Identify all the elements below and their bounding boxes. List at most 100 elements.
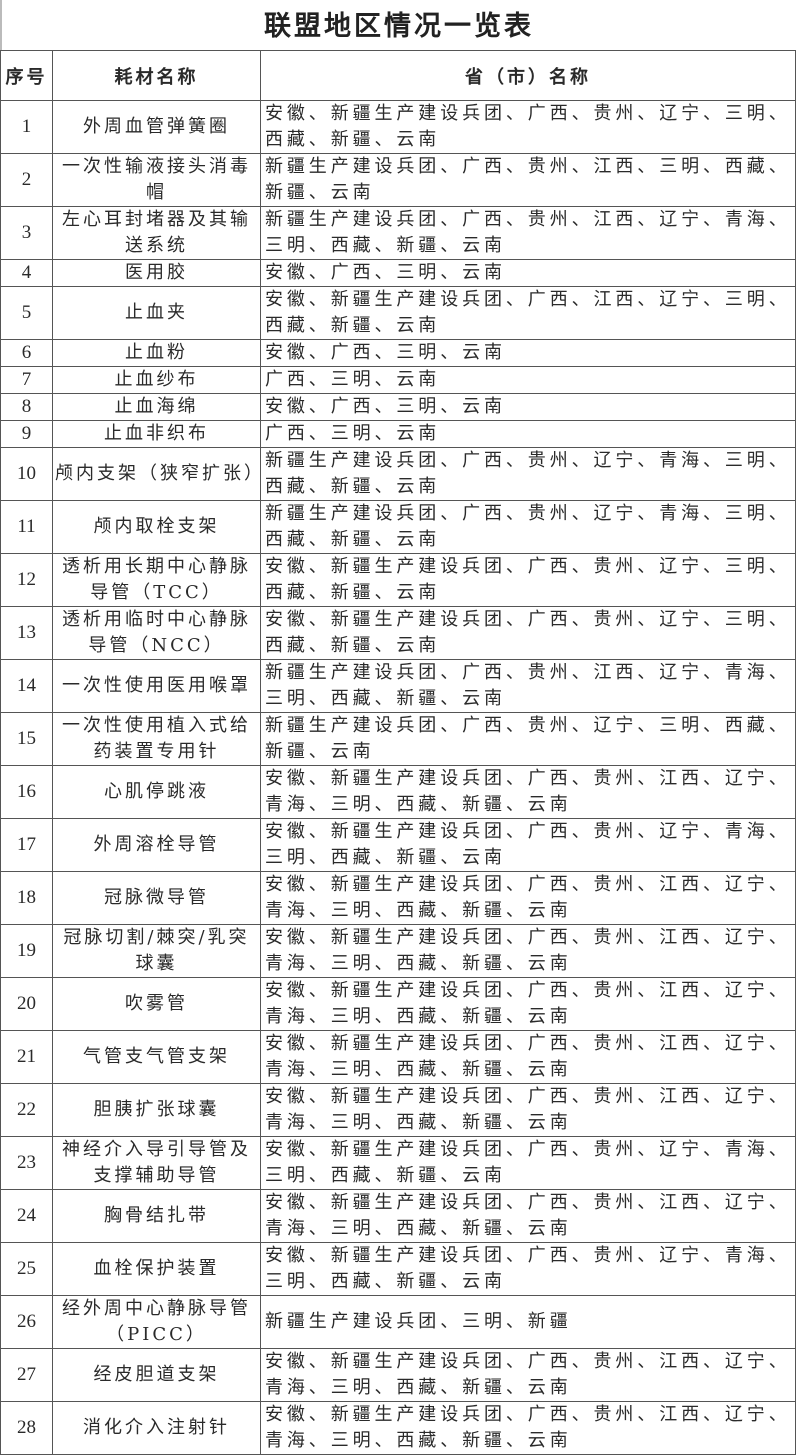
cell-name: 经皮胆道支架 bbox=[52, 1348, 261, 1402]
cell-no: 6 bbox=[0, 339, 53, 367]
table-row: 4 医用胶 安徽、广西、三明、云南 bbox=[0, 259, 796, 287]
table-row: 19 冠脉切割/棘突/乳突球囊 安徽、新疆生产建设兵团、广西、贵州、江西、辽宁、青海… bbox=[0, 924, 796, 978]
table-row: 25 血栓保护装置 安徽、新疆生产建设兵团、广西、贵州、辽宁、青海、三明、西藏、新疆… bbox=[0, 1242, 796, 1296]
cell-provinces: 新疆生产建设兵团、广西、贵州、江西、辽宁、青海、三明、西藏、新疆、云南 bbox=[260, 206, 796, 260]
cell-no: 3 bbox=[0, 206, 53, 260]
cell-provinces: 安徽、广西、三明、云南 bbox=[260, 393, 796, 421]
cell-name: 一次性使用植入式给药装置专用针 bbox=[52, 712, 261, 766]
cell-provinces: 安徽、广西、三明、云南 bbox=[260, 339, 796, 367]
cell-provinces: 安徽、新疆生产建设兵团、广西、贵州、辽宁、青海、三明、西藏、新疆、云南 bbox=[260, 1242, 796, 1296]
cell-provinces: 新疆生产建设兵团、广西、贵州、辽宁、三明、西藏、新疆、云南 bbox=[260, 712, 796, 766]
table-row: 17 外周溶栓导管 安徽、新疆生产建设兵团、广西、贵州、辽宁、青海、三明、西藏、新疆… bbox=[0, 818, 796, 872]
cell-name: 气管支气管支架 bbox=[52, 1030, 261, 1084]
alliance-table: 序号 耗材名称 省（市）名称 1 外周血管弹簧圈 安徽、新疆生产建设兵团、广西、贵州… bbox=[0, 50, 796, 1455]
cell-no: 18 bbox=[0, 871, 53, 925]
table-row: 2 一次性输液接头消毒帽 新疆生产建设兵团、广西、贵州、江西、三明、西藏、新疆、云南 bbox=[0, 153, 796, 207]
cell-name: 颅内支架（狭窄扩张） bbox=[52, 447, 262, 501]
cell-no: 20 bbox=[0, 977, 53, 1031]
cell-no: 21 bbox=[0, 1030, 53, 1084]
cell-name: 透析用临时中心静脉导管（NCC） bbox=[52, 606, 261, 660]
cell-no: 8 bbox=[0, 393, 53, 421]
cell-provinces: 安徽、新疆生产建设兵团、广西、贵州、江西、辽宁、青海、三明、西藏、新疆、云南 bbox=[260, 1401, 796, 1455]
table-row: 22 胆胰扩张球囊 安徽、新疆生产建设兵团、广西、贵州、江西、辽宁、青海、三明、西藏… bbox=[0, 1083, 796, 1137]
cell-provinces: 新疆生产建设兵团、广西、贵州、江西、三明、西藏、新疆、云南 bbox=[260, 153, 796, 207]
cell-provinces: 安徽、新疆生产建设兵团、广西、江西、辽宁、三明、西藏、新疆、云南 bbox=[260, 286, 796, 340]
cell-provinces: 广西、三明、云南 bbox=[260, 420, 796, 448]
cell-name: 血栓保护装置 bbox=[52, 1242, 261, 1296]
cell-name: 外周血管弹簧圈 bbox=[52, 100, 261, 154]
table-row: 24 胸骨结扎带 安徽、新疆生产建设兵团、广西、贵州、江西、辽宁、青海、三明、西藏、… bbox=[0, 1189, 796, 1243]
cell-name: 经外周中心静脉导管（PICC） bbox=[52, 1295, 261, 1349]
cell-name: 神经介入导引导管及支撑辅助导管 bbox=[52, 1136, 261, 1190]
cell-no: 16 bbox=[0, 765, 53, 819]
table-header-row: 序号 耗材名称 省（市）名称 bbox=[0, 50, 796, 101]
table-row: 16 心肌停跳液 安徽、新疆生产建设兵团、广西、贵州、江西、辽宁、青海、三明、西藏、… bbox=[0, 765, 796, 819]
cell-provinces: 新疆生产建设兵团、广西、贵州、辽宁、青海、三明、西藏、新疆、云南 bbox=[260, 447, 796, 501]
cell-provinces: 安徽、新疆生产建设兵团、广西、贵州、江西、辽宁、青海、三明、西藏、新疆、云南 bbox=[260, 1189, 796, 1243]
table-row: 28 消化介入注射针 安徽、新疆生产建设兵团、广西、贵州、江西、辽宁、青海、三明、西… bbox=[0, 1401, 796, 1455]
header-no: 序号 bbox=[0, 50, 53, 101]
cell-no: 28 bbox=[0, 1401, 53, 1455]
table-row: 7 止血纱布 广西、三明、云南 bbox=[0, 366, 796, 394]
cell-provinces: 安徽、新疆生产建设兵团、广西、贵州、江西、辽宁、青海、三明、西藏、新疆、云南 bbox=[260, 924, 796, 978]
cell-provinces: 安徽、新疆生产建设兵团、广西、贵州、辽宁、青海、三明、西藏、新疆、云南 bbox=[260, 1136, 796, 1190]
table-row: 9 止血非织布 广西、三明、云南 bbox=[0, 420, 796, 448]
cell-name: 胸骨结扎带 bbox=[52, 1189, 261, 1243]
table-row: 21 气管支气管支架 安徽、新疆生产建设兵团、广西、贵州、江西、辽宁、青海、三明、西… bbox=[0, 1030, 796, 1084]
cell-name: 止血非织布 bbox=[52, 420, 261, 448]
table-row: 10 颅内支架（狭窄扩张） 新疆生产建设兵团、广西、贵州、辽宁、青海、三明、西藏、新… bbox=[0, 447, 796, 501]
cell-provinces: 安徽、新疆生产建设兵团、广西、贵州、江西、辽宁、青海、三明、西藏、新疆、云南 bbox=[260, 1030, 796, 1084]
cell-no: 17 bbox=[0, 818, 53, 872]
cell-no: 25 bbox=[0, 1242, 53, 1296]
header-name: 耗材名称 bbox=[52, 50, 261, 101]
table-row: 12 透析用长期中心静脉导管（TCC） 安徽、新疆生产建设兵团、广西、贵州、辽宁、三… bbox=[0, 553, 796, 607]
cell-provinces: 安徽、新疆生产建设兵团、广西、贵州、辽宁、三明、西藏、新疆、云南 bbox=[260, 606, 796, 660]
cell-provinces: 安徽、新疆生产建设兵团、广西、贵州、江西、辽宁、青海、三明、西藏、新疆、云南 bbox=[260, 1083, 796, 1137]
table-row: 23 神经介入导引导管及支撑辅助导管 安徽、新疆生产建设兵团、广西、贵州、辽宁、青海… bbox=[0, 1136, 796, 1190]
cell-no: 23 bbox=[0, 1136, 53, 1190]
cell-no: 7 bbox=[0, 366, 53, 394]
cell-provinces: 安徽、新疆生产建设兵团、广西、贵州、辽宁、三明、西藏、新疆、云南 bbox=[260, 100, 796, 154]
cell-name: 一次性使用医用喉罩 bbox=[52, 659, 261, 713]
table-row: 18 冠脉微导管 安徽、新疆生产建设兵团、广西、贵州、江西、辽宁、青海、三明、西藏、… bbox=[0, 871, 796, 925]
cell-no: 9 bbox=[0, 420, 53, 448]
cell-no: 2 bbox=[0, 153, 53, 207]
cell-name: 止血纱布 bbox=[52, 366, 261, 394]
cell-no: 1 bbox=[0, 100, 53, 154]
cell-no: 19 bbox=[0, 924, 53, 978]
cell-name: 左心耳封堵器及其输送系统 bbox=[52, 206, 261, 260]
cell-provinces: 新疆生产建设兵团、三明、新疆 bbox=[260, 1295, 796, 1349]
cell-name: 冠脉微导管 bbox=[52, 871, 261, 925]
header-provinces: 省（市）名称 bbox=[260, 50, 796, 101]
page-title: 联盟地区情况一览表 bbox=[0, 0, 796, 50]
cell-name: 颅内取栓支架 bbox=[52, 500, 261, 554]
cell-name: 胆胰扩张球囊 bbox=[52, 1083, 261, 1137]
cell-no: 13 bbox=[0, 606, 53, 660]
cell-no: 22 bbox=[0, 1083, 53, 1137]
table-row: 1 外周血管弹簧圈 安徽、新疆生产建设兵团、广西、贵州、辽宁、三明、西藏、新疆、云南 bbox=[0, 100, 796, 154]
table-row: 14 一次性使用医用喉罩 新疆生产建设兵团、广西、贵州、江西、辽宁、青海、三明、西藏… bbox=[0, 659, 796, 713]
cell-name: 透析用长期中心静脉导管（TCC） bbox=[52, 553, 261, 607]
cell-no: 10 bbox=[0, 447, 53, 501]
cell-name: 止血粉 bbox=[52, 339, 261, 367]
cell-no: 14 bbox=[0, 659, 53, 713]
table-row: 26 经外周中心静脉导管（PICC） 新疆生产建设兵团、三明、新疆 bbox=[0, 1295, 796, 1349]
cell-name: 吹雾管 bbox=[52, 977, 261, 1031]
cell-provinces: 安徽、广西、三明、云南 bbox=[260, 259, 796, 287]
cell-name: 冠脉切割/棘突/乳突球囊 bbox=[52, 924, 261, 978]
cell-no: 11 bbox=[0, 500, 53, 554]
cell-provinces: 新疆生产建设兵团、广西、贵州、辽宁、青海、三明、西藏、新疆、云南 bbox=[260, 500, 796, 554]
cell-name: 心肌停跳液 bbox=[52, 765, 261, 819]
cell-name: 消化介入注射针 bbox=[52, 1401, 261, 1455]
cell-name: 外周溶栓导管 bbox=[52, 818, 261, 872]
table-row: 27 经皮胆道支架 安徽、新疆生产建设兵团、广西、贵州、江西、辽宁、青海、三明、西藏… bbox=[0, 1348, 796, 1402]
cell-no: 4 bbox=[0, 259, 53, 287]
cell-provinces: 安徽、新疆生产建设兵团、广西、贵州、江西、辽宁、青海、三明、西藏、新疆、云南 bbox=[260, 871, 796, 925]
cell-name: 一次性输液接头消毒帽 bbox=[52, 153, 261, 207]
cell-provinces: 安徽、新疆生产建设兵团、广西、贵州、辽宁、三明、西藏、新疆、云南 bbox=[260, 553, 796, 607]
cell-no: 5 bbox=[0, 286, 53, 340]
cell-no: 26 bbox=[0, 1295, 53, 1349]
cell-no: 15 bbox=[0, 712, 53, 766]
cell-no: 12 bbox=[0, 553, 53, 607]
cell-provinces: 安徽、新疆生产建设兵团、广西、贵州、辽宁、青海、三明、西藏、新疆、云南 bbox=[260, 818, 796, 872]
